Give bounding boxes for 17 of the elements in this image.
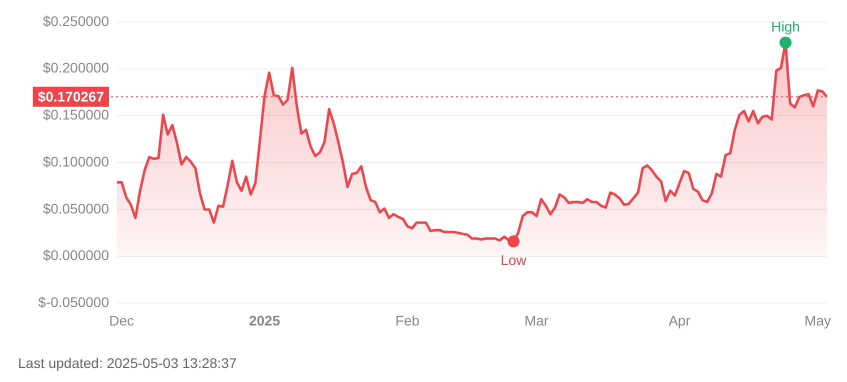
x-tick-label: Apr	[668, 312, 691, 328]
x-tick-label: Feb	[395, 312, 420, 328]
y-tick-label: $0.250000	[42, 12, 110, 29]
x-tick-label: Dec	[109, 312, 134, 328]
y-tick-label: $0.050000	[42, 200, 110, 216]
y-tick-label: $0.150000	[42, 106, 110, 123]
x-tick-label: May	[804, 312, 832, 328]
x-tick-label: 2025	[248, 312, 280, 328]
ref-line-label: $0.170267	[38, 88, 104, 105]
y-tick-label: $-0.050000	[38, 294, 110, 310]
y-tick-label: $0.200000	[42, 60, 110, 76]
y-tick-label: $0.000000	[42, 247, 110, 264]
annotation: High	[771, 18, 800, 34]
x-tick-label: Mar	[524, 312, 549, 328]
annotation: Low	[500, 252, 528, 268]
y-tick-label: $0.100000	[42, 153, 110, 170]
text: Last updated: 2025-05-03 13:28:37	[18, 355, 237, 371]
